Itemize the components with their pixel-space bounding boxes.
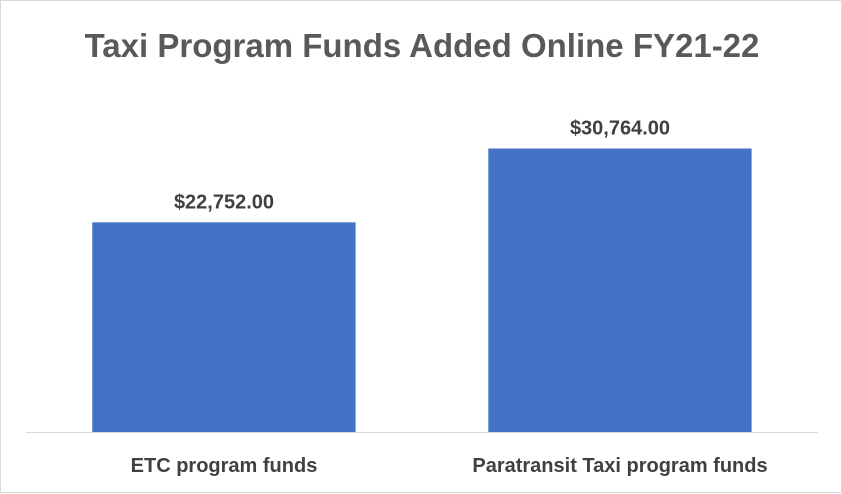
bars-group [92,148,752,432]
chart-title: Taxi Program Funds Added Online FY21-22 [85,27,760,64]
category-labels-group: ETC program funds Paratransit Taxi progra… [131,455,768,477]
bar-1 [92,222,356,432]
data-label-1: $22,752.00 [174,191,274,213]
category-label-1: ETC program funds [131,455,318,477]
category-label-2: Paratransit Taxi program funds [472,455,767,477]
bar-2 [488,148,752,432]
data-label-2: $30,764.00 [570,118,670,140]
data-labels-group: $22,752.00 $30,764.00 [174,118,670,214]
